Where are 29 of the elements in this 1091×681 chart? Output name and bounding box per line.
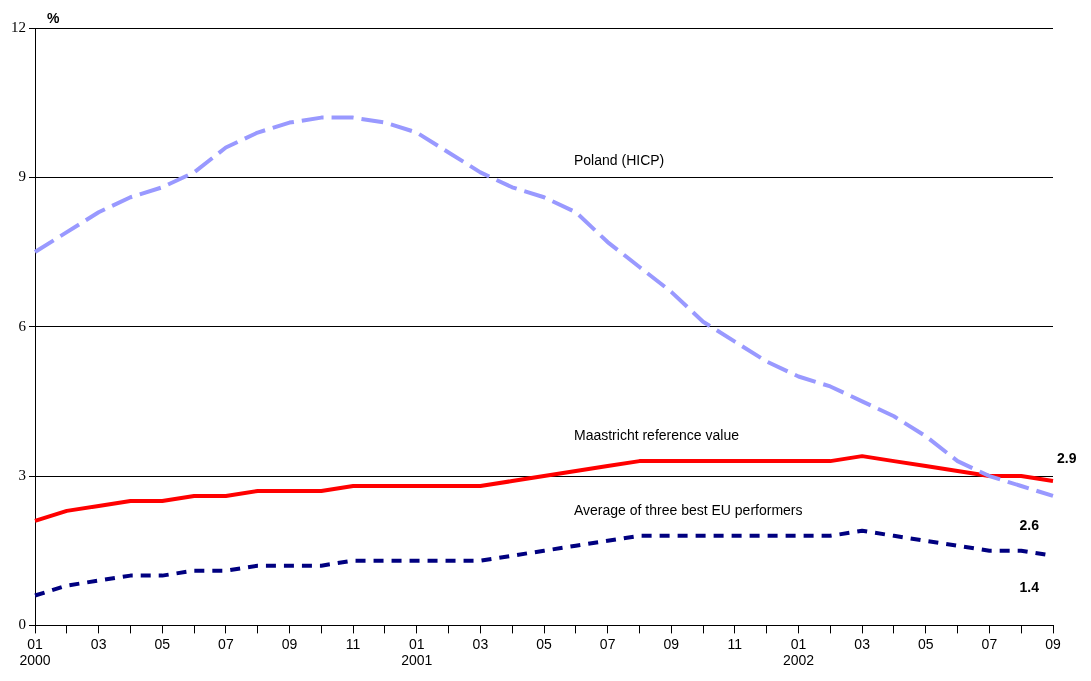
y-tick-label: 9 bbox=[18, 168, 26, 185]
x-tick-label: 05 bbox=[154, 635, 171, 652]
x-tick-label: 03 bbox=[90, 635, 107, 652]
x-tick-label: 07 bbox=[599, 635, 616, 652]
data-label: 2.6 bbox=[1019, 516, 1040, 533]
data-label: 2.9 bbox=[1057, 449, 1077, 466]
x-tick-label: 09 bbox=[1045, 635, 1061, 652]
x-tick-label: 07 bbox=[981, 635, 998, 652]
x-tick-label: 05 bbox=[917, 635, 934, 652]
data-label: 1.4 bbox=[1019, 578, 1040, 595]
y-axis-title: % bbox=[47, 9, 60, 26]
x-tick-label: 07 bbox=[218, 635, 234, 652]
x-tick-label: 09 bbox=[281, 635, 298, 652]
series-label: Average of three best EU performers bbox=[574, 501, 803, 518]
x-tick-label: 01 2001 bbox=[401, 635, 433, 669]
y-tick-label: 3 bbox=[18, 466, 26, 483]
x-tick-label: 03 bbox=[472, 635, 489, 652]
y-tick-label: 0 bbox=[18, 616, 26, 633]
text: Poland (HICP) bbox=[574, 152, 665, 169]
x-tick-label: 11 bbox=[727, 635, 743, 652]
x-tick-label: 01 2002 bbox=[782, 635, 815, 669]
x-tick-label: 11 bbox=[345, 635, 361, 652]
y-tick-label: 6 bbox=[18, 317, 27, 334]
x-tick-label: 03 bbox=[854, 635, 871, 652]
x-tick-label: 01 2000 bbox=[19, 635, 51, 669]
y-tick-label: 12 bbox=[11, 18, 26, 35]
x-tick-label: 09 bbox=[663, 635, 680, 652]
x-tick-label: 05 bbox=[536, 635, 552, 652]
series-label: Maastricht reference value bbox=[574, 426, 740, 443]
